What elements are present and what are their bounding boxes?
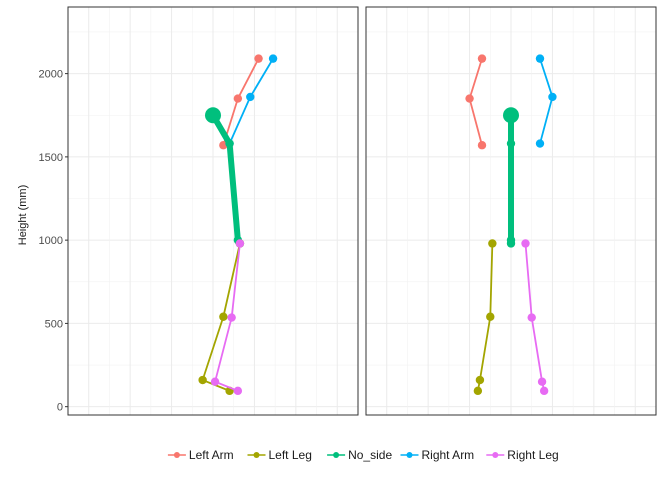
panel-right xyxy=(365,6,657,416)
data-point-left-arm xyxy=(477,54,487,63)
data-point-no-side xyxy=(503,107,519,124)
data-point-right-leg xyxy=(527,313,536,322)
data-point-right-arm xyxy=(268,54,278,63)
y-axis: 0 500 1000 1500 2000 xyxy=(39,69,68,414)
data-point-no-side xyxy=(506,239,516,248)
legend-key-point xyxy=(333,452,340,458)
y-tick-label: 500 xyxy=(45,318,63,330)
data-point-left-leg xyxy=(198,375,207,385)
panel-border xyxy=(67,6,359,416)
data-point-left-arm xyxy=(233,94,243,103)
legend-label-right-arm: Right Arm xyxy=(422,448,475,462)
data-point-right-arm xyxy=(548,92,557,102)
data-point-right-leg xyxy=(235,239,245,248)
data-point-left-arm xyxy=(465,94,474,103)
legend-label-no-side: No_side xyxy=(348,448,392,462)
legend-key-point xyxy=(173,452,180,458)
series-line-left-leg xyxy=(476,242,494,392)
data-point-right-leg xyxy=(210,377,220,386)
series-line-right-leg xyxy=(524,242,546,392)
data-point-left-arm xyxy=(254,54,263,63)
legend-label-left-leg: Left Leg xyxy=(269,448,312,462)
data-point-right-leg xyxy=(539,386,549,396)
data-point-no-side xyxy=(506,139,516,148)
data-point-left-arm xyxy=(477,141,487,150)
data-point-left-leg xyxy=(219,312,228,321)
data-point-no-side xyxy=(225,139,234,148)
data-point-no-side xyxy=(205,107,221,124)
series-line-right-leg xyxy=(214,242,241,392)
data-point-right-leg xyxy=(233,386,243,396)
legend-key-point xyxy=(406,452,413,458)
data-point-left-leg xyxy=(486,312,495,321)
legend: Left Arm Left Leg No_side Right Arm Right Le… xyxy=(167,448,559,462)
legend-label-right-leg: Right Leg xyxy=(507,448,558,462)
y-tick-label: 0 xyxy=(57,402,63,414)
data-point-left-leg xyxy=(473,386,483,396)
data-point-left-leg xyxy=(475,375,485,385)
data-point-right-leg xyxy=(537,377,547,386)
data-point-right-leg xyxy=(227,313,236,322)
panel-left xyxy=(67,6,359,416)
legend-label-left-arm: Left Arm xyxy=(189,448,234,462)
y-tick-label: 1000 xyxy=(39,235,63,247)
y-axis-title: Height (mm) xyxy=(17,185,29,246)
data-point-right-arm xyxy=(535,139,545,148)
data-point-right-leg xyxy=(521,239,530,248)
data-point-left-leg xyxy=(488,239,497,248)
y-tick-label: 1500 xyxy=(39,152,63,164)
legend-key-point xyxy=(492,452,499,458)
data-point-right-arm xyxy=(535,54,545,63)
panel-border xyxy=(365,6,657,416)
legend-key-point xyxy=(253,452,260,458)
data-point-right-arm xyxy=(246,92,255,102)
y-tick-label: 2000 xyxy=(39,69,63,81)
